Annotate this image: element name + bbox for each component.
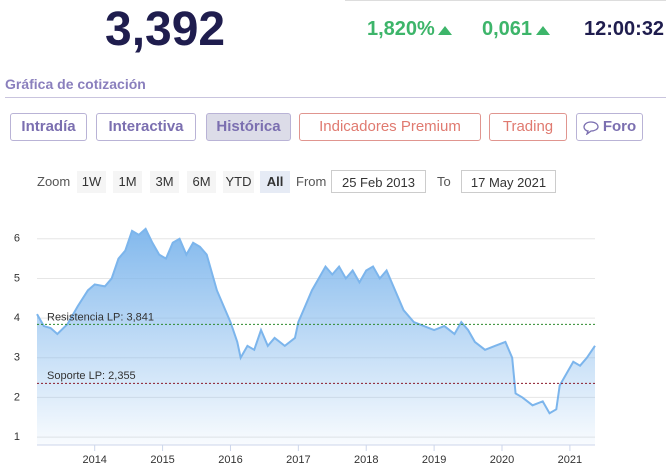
x-tick-label: 2021	[558, 454, 582, 466]
zoom-button[interactable]: YTD	[223, 171, 254, 193]
chart: 1 2 3 4 5 6 2014 2015 2016 2017 2018 2019 2020 2021 Re…	[14, 227, 596, 466]
tab-active[interactable]: Histórica	[206, 113, 291, 141]
tab[interactable]: Trading	[489, 113, 567, 141]
divider	[5, 97, 666, 98]
tab[interactable]: Foro	[576, 113, 643, 141]
x-tick-label: 2016	[218, 454, 242, 466]
reference-label: Soporte LP: 2,355	[47, 370, 136, 382]
zoom-button[interactable]: 1W	[77, 171, 106, 193]
reference-label: Resistencia LP: 3,841	[47, 311, 154, 323]
x-tick-label: 2018	[354, 454, 378, 466]
price: 3,392	[105, 3, 226, 56]
y-tick-label: 3	[14, 352, 20, 364]
zoom-label: Zoom	[37, 174, 71, 189]
line	[36, 227, 596, 415]
change-abs: 0,061	[482, 18, 533, 40]
y-tick-label: 1	[14, 431, 20, 443]
from-input[interactable]: 25 Feb 2013	[331, 170, 426, 193]
tab[interactable]: Intradía	[10, 113, 87, 141]
y-tick-label: 5	[14, 272, 20, 284]
zoom-button[interactable]: 1M	[113, 171, 142, 193]
x-tick-label: 2014	[82, 454, 106, 466]
chat-icon	[583, 121, 599, 135]
tab[interactable]: Indicadores Premium	[299, 113, 481, 141]
up-arrow	[438, 26, 452, 35]
section-title: Gráfica de cotización	[5, 76, 146, 92]
time: 12:00:32	[584, 18, 665, 40]
y-tick-label: 4	[14, 312, 20, 324]
to-label: To	[437, 174, 451, 189]
to-input[interactable]: 17 May 2021	[461, 170, 556, 193]
up-arrow	[536, 26, 550, 35]
zoom-button-active[interactable]: All	[260, 171, 290, 193]
change-pct: 1,820%	[367, 18, 435, 40]
zoom-button[interactable]: 6M	[187, 171, 216, 193]
x-tick-label: 2020	[490, 454, 514, 466]
x-tick-label: 2019	[422, 454, 446, 466]
area	[37, 228, 595, 445]
zoom-button[interactable]: 3M	[150, 171, 179, 193]
x-tick-label: 2017	[286, 454, 310, 466]
from-label: From	[296, 174, 327, 189]
x-tick-label: 2015	[150, 454, 174, 466]
y-tick-label: 6	[14, 233, 20, 245]
y-tick-label: 2	[14, 391, 20, 403]
divider	[345, 0, 666, 1]
tab[interactable]: Interactiva	[96, 113, 196, 141]
